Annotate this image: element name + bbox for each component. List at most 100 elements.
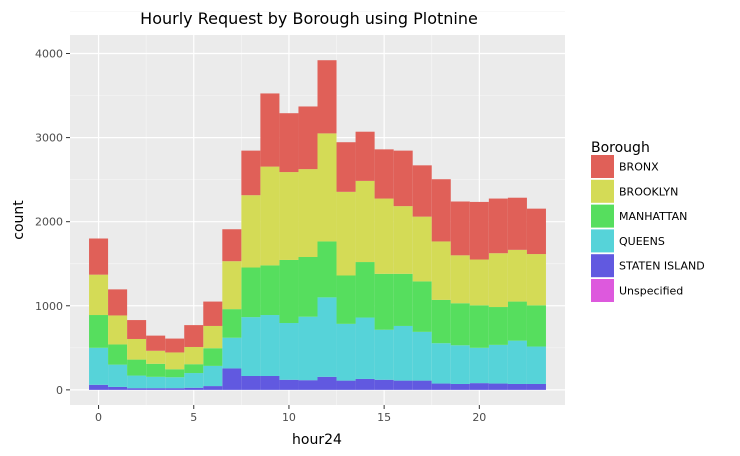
bar-segment [146,376,166,389]
bar-segment [108,289,128,316]
bar-segment [374,149,394,199]
bar-segment [469,383,489,390]
chart-title: Hourly Request by Borough using Plotnine [140,9,478,28]
bar-segment [298,106,318,170]
bar-segment [260,375,280,390]
bar-segment [184,325,204,347]
bar-segment [488,307,508,345]
bar-segment [488,344,508,384]
bar-segment [165,352,185,370]
bar-segment [127,375,147,389]
bar-segment [526,305,546,347]
legend-key [591,279,614,302]
legend-key [591,155,614,178]
bar-segment [507,249,527,302]
bar-segment [412,380,432,390]
bar-segment [203,325,223,349]
x-tick-label: 15 [377,411,391,424]
bar-segment [526,208,546,255]
bar-segment [260,166,280,266]
bar-segment [336,380,356,390]
y-axis-ticks: 0 1000 2000 3000 4000 [35,48,70,397]
bar-segment [203,386,223,390]
bar-segment [393,325,413,381]
bar-segment [374,273,394,330]
series-queens [89,297,546,389]
bar-segment [298,257,318,317]
bar-segment [260,315,280,376]
bar-segment [526,383,546,390]
bar-segment [526,346,546,384]
legend-label: BRONX [619,161,659,174]
series-staten-island [89,368,546,390]
bar-segment [127,388,147,390]
bar-segment [222,261,242,310]
bar-segment [317,133,337,242]
bar-segment [336,323,356,381]
y-tick-label: 2000 [35,216,63,229]
bar-segment [450,255,470,304]
bar-segment [393,273,413,326]
bar-segment [108,315,128,345]
bar-segment [146,388,166,390]
bar-segment [89,384,109,390]
y-tick-label: 4000 [35,48,63,61]
legend: Borough BRONX BROOKLYN MANHATTAN QUEENS STAT… [591,140,705,302]
bar-segment [393,380,413,390]
bar-segment [298,316,318,381]
bar-segment [431,299,451,344]
bar-segment [89,315,109,348]
bar-segment [374,198,394,274]
legend-key [591,179,614,203]
bar-segment [203,365,223,387]
bar-segment [203,301,223,326]
bar-segment [507,301,527,341]
bar-segment [241,267,261,318]
bar-segment [317,60,337,134]
bar-segment [184,387,204,390]
bar-segment [374,329,394,380]
x-tick-label: 10 [282,411,296,424]
y-axis-title: count [11,200,27,240]
bar-segment [317,297,337,377]
bar-segment [469,259,489,306]
bar-segment [336,275,356,324]
x-tick-label: 20 [472,411,486,424]
bar-segment [317,376,337,390]
bar-segment [431,241,451,300]
bar-segment [165,377,185,389]
bar-segment [108,386,128,390]
bar-segment [260,265,280,316]
bar-segment [412,165,432,217]
bar-segment [165,388,185,390]
legend-title: Borough [591,140,650,156]
bar-segment [279,172,299,260]
series-brooklyn [89,133,546,370]
bar-segment [488,198,508,254]
y-tick-label: 3000 [35,132,63,145]
series-bronx [89,60,546,353]
bar-segment [355,262,375,318]
x-tick-label: 0 [95,411,102,424]
bar-segment [450,201,470,256]
bar-segment [488,253,508,308]
bar-segment [374,379,394,390]
bar-segment [165,369,185,378]
bar-segment [393,150,413,207]
bar-segment [336,191,356,276]
bar-segment [412,281,432,332]
bar-segment [279,113,299,173]
legend-key [591,254,614,278]
bar-segment [431,383,451,390]
bar-segment [89,274,109,316]
bar-segment [355,378,375,390]
bar-segment [279,259,299,324]
x-axis-ticks: 0 5 10 15 20 [95,405,486,424]
y-tick-label: 1000 [35,300,63,313]
bar-segment [184,364,204,374]
bar-segment [526,254,546,306]
bar-segment [108,364,128,387]
bar-segment [393,206,413,274]
bar-segment [146,335,166,351]
series-manhattan [89,241,546,378]
